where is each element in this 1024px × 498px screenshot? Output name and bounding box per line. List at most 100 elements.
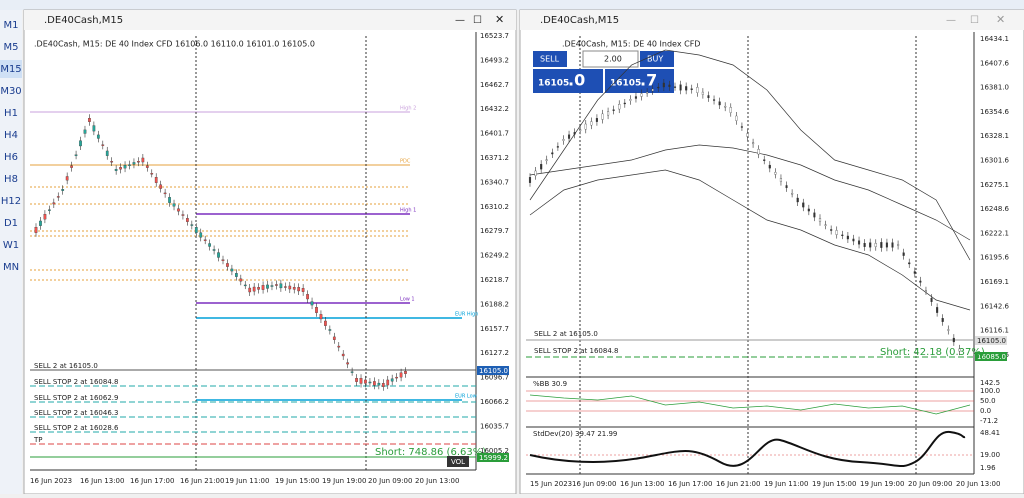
bid-box[interactable] bbox=[533, 69, 603, 93]
candle bbox=[226, 263, 229, 267]
candle bbox=[579, 129, 582, 131]
candle bbox=[551, 152, 554, 155]
candle bbox=[835, 230, 838, 235]
timeframe[interactable]: M5 bbox=[4, 42, 19, 53]
profit: Short: 748.86 (6.63%) bbox=[375, 447, 486, 458]
price-label: 16195.6 bbox=[980, 254, 1009, 262]
time-label: 20 Jun 09:00 bbox=[908, 480, 952, 488]
candle bbox=[924, 290, 928, 292]
candle bbox=[368, 381, 372, 384]
volume[interactable]: 2.00 bbox=[604, 55, 622, 64]
minimize[interactable]: — bbox=[946, 15, 956, 26]
vol-box[interactable] bbox=[582, 50, 639, 68]
current-price: 16105.0 bbox=[479, 367, 508, 375]
candle bbox=[740, 126, 743, 128]
sell-btn[interactable] bbox=[533, 51, 567, 67]
timeframe[interactable]: H4 bbox=[4, 130, 18, 141]
maximize[interactable]: ☐ bbox=[473, 15, 482, 26]
minimize[interactable]: — bbox=[455, 15, 465, 26]
candle bbox=[56, 196, 60, 198]
candle bbox=[119, 167, 122, 170]
candle bbox=[52, 202, 56, 205]
candle bbox=[701, 91, 704, 95]
time-label: 16 Jun 2023 bbox=[30, 477, 72, 485]
timeframe[interactable]: W1 bbox=[3, 240, 19, 251]
stop-price: 16085.0 bbox=[977, 353, 1006, 361]
candle bbox=[355, 378, 358, 382]
candle bbox=[562, 139, 565, 141]
candle bbox=[651, 88, 654, 92]
price-label: 16381.0 bbox=[980, 84, 1009, 92]
candle bbox=[190, 224, 194, 226]
bid-frac[interactable]: .0 bbox=[568, 71, 585, 90]
candle bbox=[96, 134, 100, 139]
sell[interactable]: SELL bbox=[540, 55, 560, 64]
candle bbox=[279, 283, 283, 289]
time-label: 16 Jun 17:00 bbox=[668, 480, 712, 488]
vol[interactable]: VOL bbox=[451, 458, 465, 466]
band-line bbox=[529, 144, 971, 241]
candle bbox=[324, 320, 327, 326]
candle bbox=[902, 252, 905, 256]
time-label: 19 Jun 11:00 bbox=[225, 477, 269, 485]
candle bbox=[154, 177, 158, 183]
candle bbox=[634, 96, 638, 99]
candle bbox=[70, 165, 73, 168]
candle bbox=[150, 173, 154, 175]
candle bbox=[590, 121, 593, 126]
candle bbox=[261, 285, 265, 290]
price-label: 16218.7 bbox=[480, 276, 509, 284]
price-label: 16523.7 bbox=[480, 32, 509, 40]
timeframe[interactable]: D1 bbox=[4, 218, 18, 229]
candle bbox=[791, 193, 794, 195]
close[interactable]: ✕ bbox=[495, 13, 504, 26]
candle bbox=[346, 362, 350, 365]
candle bbox=[168, 197, 171, 203]
candle bbox=[852, 238, 855, 242]
time-label: 16 Jun 13:00 bbox=[620, 480, 664, 488]
std-label: 48.41 bbox=[980, 429, 1000, 437]
buy-btn[interactable] bbox=[640, 51, 674, 67]
timeframe[interactable]: H6 bbox=[4, 152, 18, 163]
candle bbox=[607, 111, 610, 116]
timeframe[interactable]: M15 bbox=[0, 64, 21, 75]
ask[interactable]: 16105 bbox=[610, 79, 641, 89]
candle bbox=[774, 172, 777, 175]
candle bbox=[203, 239, 207, 241]
timeframe[interactable]: MN bbox=[3, 262, 19, 273]
vol-btn[interactable] bbox=[447, 456, 469, 467]
candle bbox=[399, 372, 403, 378]
level-label: EUR High bbox=[455, 312, 478, 318]
candle bbox=[252, 286, 256, 292]
candle bbox=[288, 285, 292, 290]
bb-label: 50.0 bbox=[980, 397, 996, 405]
candle bbox=[181, 214, 185, 216]
timeframe[interactable]: H8 bbox=[4, 174, 18, 185]
order-label: SELL STOP 2 at 16084.8 bbox=[34, 378, 118, 386]
candle bbox=[534, 170, 537, 176]
close[interactable]: ✕ bbox=[996, 13, 1005, 26]
candle bbox=[841, 234, 844, 237]
candle bbox=[404, 371, 407, 374]
time-label: 19 Jun 19:00 bbox=[860, 480, 904, 488]
timeframe[interactable]: M30 bbox=[0, 86, 21, 97]
bid[interactable]: 16105 bbox=[538, 79, 569, 89]
current-price: 16105.0 bbox=[977, 337, 1006, 345]
timeframe[interactable]: H1 bbox=[4, 108, 18, 119]
price-label: 16249.2 bbox=[480, 252, 509, 260]
candle bbox=[707, 95, 710, 99]
maximize[interactable]: ☐ bbox=[970, 15, 979, 26]
ask-frac[interactable]: .7 bbox=[640, 71, 657, 90]
timeframe[interactable]: M1 bbox=[4, 20, 19, 31]
buy[interactable]: BUY bbox=[647, 55, 663, 64]
candle bbox=[919, 280, 922, 283]
candle bbox=[315, 307, 318, 313]
timeframe[interactable]: H12 bbox=[1, 196, 21, 207]
candle bbox=[34, 227, 38, 233]
candle bbox=[297, 287, 301, 292]
level-label: High 1 bbox=[400, 208, 416, 214]
candle bbox=[395, 376, 398, 379]
bb-label: 142.5 bbox=[980, 379, 1000, 387]
candle bbox=[217, 252, 220, 258]
